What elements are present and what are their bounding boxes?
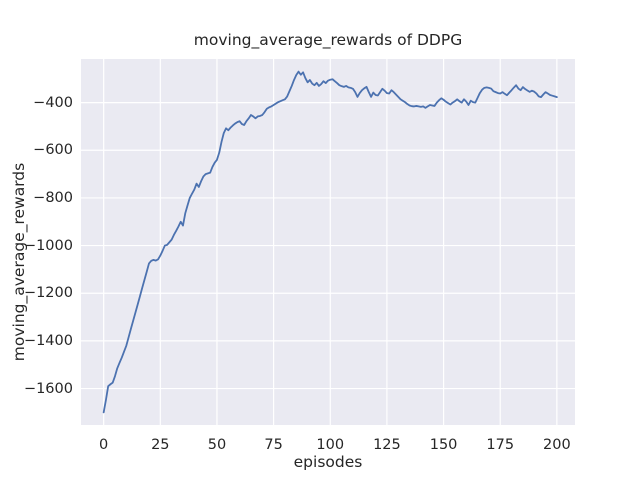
- x-tick-label: 100: [316, 437, 345, 453]
- y-tick-label: −1200: [23, 285, 73, 302]
- y-tick-label: −1600: [23, 380, 73, 397]
- line-chart-canvas: [81, 59, 575, 425]
- x-tick-label: 0: [99, 437, 109, 453]
- plot-area: [81, 59, 575, 425]
- y-tick-label: −800: [33, 189, 73, 206]
- x-tick-label: 175: [486, 437, 515, 453]
- y-tick-label: −1400: [23, 332, 73, 349]
- x-tick-label: 150: [429, 437, 458, 453]
- x-tick-label: 25: [151, 437, 170, 453]
- chart-title: moving_average_rewards of DDPG: [193, 31, 463, 49]
- x-tick-label: 125: [373, 437, 401, 453]
- y-axis-label: moving_average_rewards: [10, 162, 28, 362]
- y-tick-label: −1000: [23, 237, 73, 254]
- y-tick-label: −600: [33, 142, 73, 159]
- x-tick-label: 50: [207, 437, 227, 453]
- series-line-moving_average_rewards: [102, 70, 558, 414]
- y-tick-label: −400: [33, 94, 73, 111]
- x-axis-label: episodes: [293, 453, 363, 471]
- x-tick-label: 75: [264, 437, 283, 453]
- x-tick-label: 200: [543, 437, 571, 453]
